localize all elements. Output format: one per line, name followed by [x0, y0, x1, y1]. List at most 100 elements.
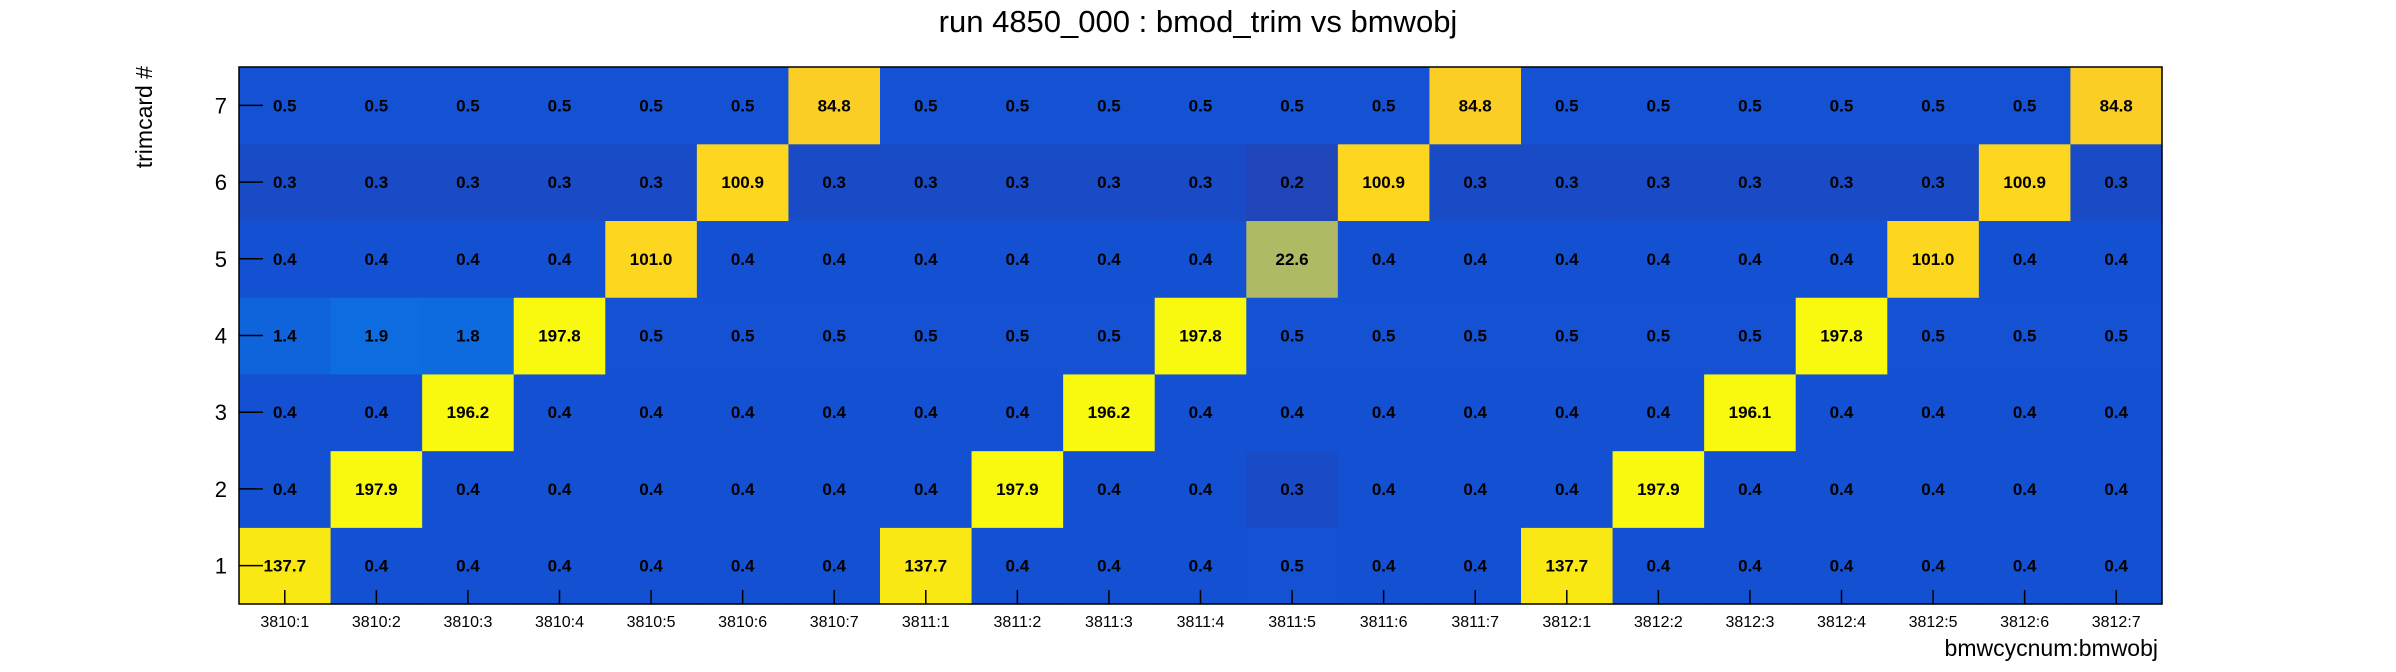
cell-value-label: 101.0 [630, 250, 673, 269]
heatmap-cell [1429, 450, 1522, 528]
cell-value-label: 0.3 [914, 173, 938, 192]
heatmap-cell [1704, 143, 1797, 222]
cell-value-label: 0.4 [365, 557, 389, 576]
cell-value-label: 0.3 [1280, 480, 1304, 499]
cell-value-label: 0.4 [2013, 480, 2037, 499]
x-tick-label: 3812:7 [2092, 614, 2141, 631]
cell-value-label: 0.3 [1647, 173, 1671, 192]
heatmap-cell [2070, 67, 2163, 145]
heatmap-cell [788, 220, 881, 298]
heatmap-cell [1154, 143, 1247, 222]
cell-value-label: 137.7 [264, 557, 307, 576]
heatmap-cell [513, 450, 606, 528]
heatmap-cell [971, 143, 1064, 222]
cell-value-label: 0.4 [914, 250, 938, 269]
cell-value-label: 0.4 [456, 250, 480, 269]
cell-value-label: 0.3 [2104, 173, 2128, 192]
cell-value-label: 0.3 [365, 173, 389, 192]
y-tick-label: 4 [215, 324, 227, 349]
cell-value-label: 0.4 [731, 250, 755, 269]
heatmap-cell [1887, 297, 1980, 375]
cell-value-label: 0.4 [1006, 250, 1030, 269]
heatmap-cell [1063, 373, 1156, 452]
cell-value-label: 0.4 [1921, 403, 1945, 422]
heatmap-cell [330, 67, 423, 145]
heatmap-cell [1704, 297, 1797, 375]
heatmap-cell [422, 143, 515, 222]
heatmap-cell [513, 143, 606, 222]
heatmap-cell [1246, 297, 1339, 375]
cell-value-label: 0.5 [731, 327, 755, 346]
cell-value-label: 0.4 [365, 250, 389, 269]
cell-value-label: 0.4 [822, 250, 846, 269]
cell-value-label: 0.4 [1006, 403, 1030, 422]
heatmap-cell [330, 297, 423, 375]
heatmap-cell [880, 220, 973, 298]
heatmap-cell-labels: 137.7 0.4 0.4 0.4 0.4 0.4 0.4 137.7 0.4 0.4 0.4 0.5… [264, 96, 2133, 575]
y-tick-label: 2 [215, 477, 227, 502]
cell-value-label: 0.4 [1647, 557, 1671, 576]
heatmap-cell [1978, 143, 2072, 222]
cell-value-label: 0.4 [2104, 403, 2128, 422]
x-tick-label: 3811:1 [902, 614, 950, 631]
cell-value-label: 0.3 [639, 173, 663, 192]
cell-value-label: 0.4 [1280, 403, 1304, 422]
heatmap-cell [1704, 67, 1797, 145]
heatmap-cell [422, 220, 515, 298]
cell-value-label: 196.2 [447, 403, 490, 422]
heatmap-cell [1704, 450, 1797, 528]
heatmap-cell [1978, 220, 2072, 298]
x-tick-label: 3811:7 [1451, 614, 1499, 631]
cell-value-label: 0.4 [1830, 250, 1854, 269]
heatmap-cell [1795, 220, 1888, 298]
cell-value-label: 0.4 [1372, 403, 1396, 422]
heatmap-cell [788, 297, 881, 375]
heatmap-cell [1795, 297, 1888, 375]
heatmap-cell [880, 143, 973, 222]
cell-value-label: 0.4 [548, 557, 572, 576]
cell-value-label: 0.4 [1463, 403, 1487, 422]
heatmap-cell [1521, 373, 1614, 452]
cell-value-label: 0.4 [365, 403, 389, 422]
cell-value-label: 0.3 [1555, 173, 1579, 192]
cell-value-label: 0.4 [1372, 557, 1396, 576]
heatmap-cell [1154, 67, 1247, 145]
cell-value-label: 0.4 [1189, 250, 1213, 269]
heatmap-cell [1978, 67, 2072, 145]
x-tick-label: 3811:4 [1177, 614, 1225, 631]
heatmap-cell [1246, 373, 1339, 452]
cell-value-label: 0.5 [639, 96, 663, 115]
cell-value-label: 0.5 [1280, 327, 1304, 346]
x-tick-label: 3811:5 [1268, 614, 1316, 631]
x-tick-label: 3810:5 [627, 614, 676, 631]
cell-value-label: 0.3 [1097, 173, 1121, 192]
cell-value-label: 197.9 [355, 480, 398, 499]
cell-value-label: 0.3 [1830, 173, 1854, 192]
heatmap-cell [1612, 67, 1705, 145]
cell-value-label: 0.4 [1738, 557, 1762, 576]
cell-value-label: 1.9 [365, 327, 389, 346]
heatmap-cell [1704, 373, 1797, 452]
heatmap-cell [2070, 297, 2163, 375]
cell-value-label: 0.4 [822, 557, 846, 576]
heatmap-cell [2070, 373, 2163, 452]
cell-value-label: 0.4 [1189, 557, 1213, 576]
cell-value-label: 0.4 [456, 557, 480, 576]
cell-value-label: 0.4 [2013, 557, 2037, 576]
heatmap-cell [1429, 67, 1522, 145]
cell-value-label: 0.5 [1647, 96, 1671, 115]
cell-value-label: 0.4 [639, 403, 663, 422]
cell-value-label: 0.4 [1463, 557, 1487, 576]
heatmap-cell [880, 67, 973, 145]
heatmap-cell [1429, 297, 1522, 375]
heatmap-cell [605, 220, 698, 298]
x-tick-label: 3811:6 [1360, 614, 1408, 631]
cell-value-label: 0.3 [1463, 173, 1487, 192]
cell-value-label: 84.8 [818, 96, 851, 115]
cell-value-label: 0.4 [1647, 403, 1671, 422]
x-tick-label: 3812:5 [1909, 614, 1958, 631]
x-tick-label: 3811:3 [1085, 614, 1133, 631]
cell-value-label: 0.2 [1280, 173, 1304, 192]
cell-value-label: 197.8 [538, 327, 581, 346]
y-axis-title: trimcard # [131, 66, 157, 168]
